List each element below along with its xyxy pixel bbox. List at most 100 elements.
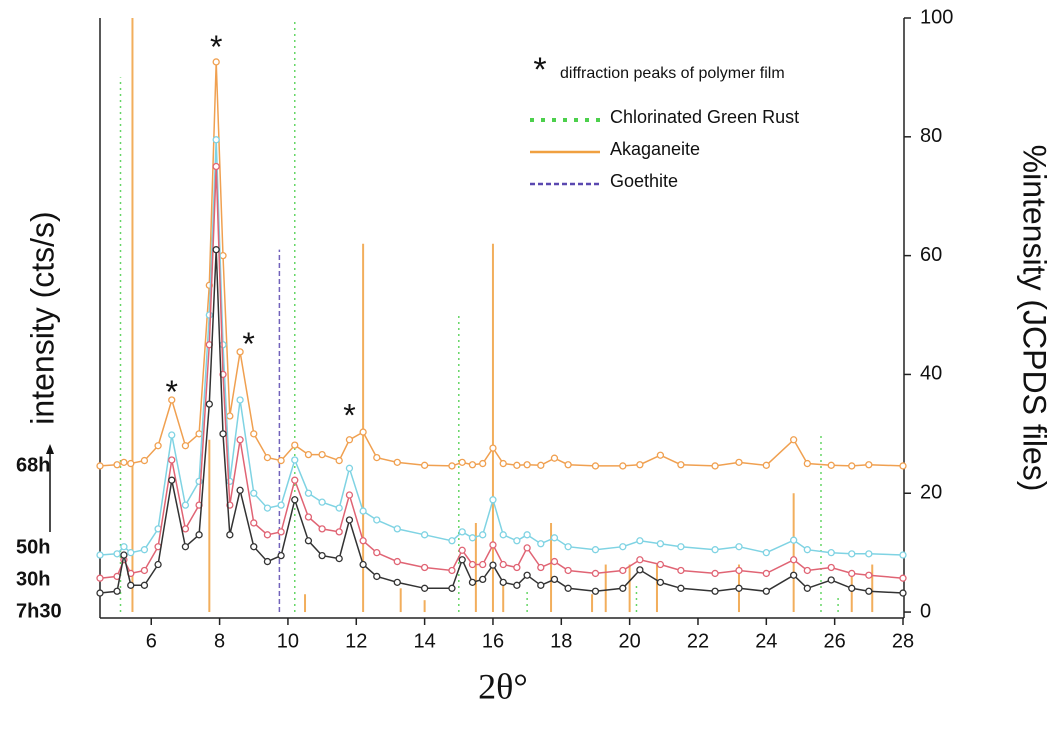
data-point (865, 550, 873, 558)
data-point (550, 575, 559, 584)
data-point (181, 525, 190, 533)
data-point (550, 534, 559, 542)
data-point (656, 560, 665, 569)
data-point (236, 396, 244, 404)
data-point (250, 430, 258, 438)
series-label: 50h (16, 536, 50, 558)
data-point (277, 551, 285, 560)
data-point (205, 400, 213, 408)
data-point (263, 504, 272, 512)
data-point (656, 578, 665, 587)
data-point (359, 428, 367, 436)
data-point (120, 543, 128, 551)
data-point (168, 431, 176, 439)
data-point (523, 571, 531, 579)
y2-tick-label: 0 (920, 600, 931, 622)
data-point (304, 489, 313, 497)
data-point (335, 504, 343, 512)
data-point (263, 453, 272, 462)
data-point (523, 544, 531, 552)
series (96, 246, 907, 597)
data-point (513, 581, 521, 589)
data-point (393, 578, 401, 587)
data-point (393, 557, 401, 566)
data-point (790, 536, 798, 544)
data-point (468, 534, 477, 542)
data-point (479, 531, 487, 539)
data-point (848, 569, 856, 578)
data-point (762, 569, 770, 578)
data-point (564, 543, 572, 551)
data-point (479, 459, 487, 468)
x-tick-label: 24 (755, 630, 777, 652)
data-point (865, 461, 873, 469)
data-point (499, 560, 507, 569)
data-point (345, 436, 354, 444)
data-point (219, 341, 227, 349)
data-point (154, 442, 162, 450)
data-point (250, 489, 258, 497)
data-point (345, 516, 354, 524)
data-point (154, 560, 162, 569)
data-point (865, 587, 873, 595)
x-tick-label: 18 (550, 630, 572, 652)
data-point (591, 569, 600, 578)
data-point (537, 540, 545, 548)
data-point (219, 430, 227, 438)
x-tick-label: 20 (619, 630, 641, 652)
data-point (212, 58, 220, 66)
data-point (359, 507, 367, 515)
data-point (458, 556, 466, 564)
data-point (636, 537, 644, 545)
data-point (127, 459, 135, 468)
data-point (711, 546, 719, 554)
legend-label: Chlorinated Green Rust (610, 107, 799, 127)
series (96, 162, 907, 582)
data-point (277, 501, 285, 509)
data-point (591, 587, 600, 595)
data-point (865, 571, 873, 579)
data-point (762, 549, 770, 557)
legend-label: Akaganeite (610, 139, 700, 159)
data-point (848, 584, 856, 592)
data-point (318, 450, 326, 459)
data-point (591, 546, 600, 554)
x-tick-label: 6 (146, 630, 157, 652)
data-point (335, 528, 343, 536)
time-arrow-head (46, 444, 54, 454)
legend-label: Goethite (610, 171, 678, 191)
data-point (550, 557, 559, 566)
data-point (236, 436, 244, 444)
data-point (848, 550, 856, 558)
data-point (335, 554, 343, 563)
series (96, 136, 907, 559)
data-point (113, 587, 121, 595)
data-point (393, 458, 401, 467)
data-point (677, 584, 685, 592)
data-point (212, 136, 220, 144)
data-point (448, 537, 456, 545)
data-point (848, 462, 856, 470)
data-point (304, 450, 313, 459)
data-point (790, 556, 798, 564)
data-point (564, 566, 572, 575)
x-tick-label: 16 (482, 630, 504, 652)
data-point (899, 551, 907, 559)
data-point (277, 456, 285, 465)
data-point (499, 459, 507, 468)
data-point (656, 540, 665, 548)
data-point (499, 531, 507, 539)
data-point (96, 574, 104, 582)
data-point (318, 551, 326, 560)
data-point (318, 525, 326, 533)
data-point (335, 456, 343, 465)
y2-axis-label: %intensity (JCPDS files) (1017, 145, 1053, 492)
data-point (790, 436, 798, 444)
data-point (113, 461, 121, 469)
series (96, 58, 907, 470)
data-point (127, 581, 135, 589)
y2-tick-label: 60 (920, 244, 942, 266)
series-label: 7h30 (16, 600, 62, 622)
data-point (291, 456, 299, 464)
data-point (373, 516, 381, 524)
